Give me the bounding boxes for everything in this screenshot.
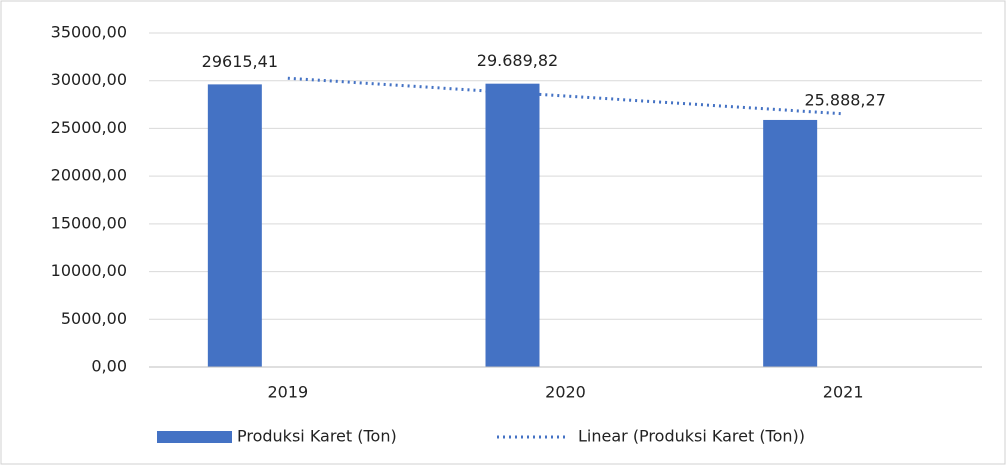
data-label: 25.888,27	[804, 90, 885, 109]
data-label: 29615,41	[202, 52, 278, 71]
x-tick-label: 2021	[823, 383, 864, 402]
bar	[207, 84, 262, 368]
bar	[485, 83, 540, 367]
y-tick-label: 0,00	[91, 357, 127, 376]
y-tick-label: 25000,00	[51, 118, 127, 137]
y-tick-label: 20000,00	[51, 166, 127, 185]
legend-swatch	[157, 431, 232, 443]
y-tick-label: 10000,00	[51, 261, 127, 280]
legend-label: Produksi Karet (Ton)	[237, 427, 397, 446]
y-tick-label: 15000,00	[51, 213, 127, 232]
bar	[763, 119, 818, 367]
y-tick-label: 30000,00	[51, 70, 127, 89]
y-tick-label: 5000,00	[61, 309, 127, 328]
x-tick-label: 2020	[545, 383, 586, 402]
trend-line	[287, 76, 844, 116]
y-tick-label: 35000,00	[51, 23, 127, 42]
data-label: 29.689,82	[477, 51, 558, 70]
x-tick-label: 2019	[267, 383, 308, 402]
legend-label: Linear (Produksi Karet (Ton))	[578, 427, 805, 446]
